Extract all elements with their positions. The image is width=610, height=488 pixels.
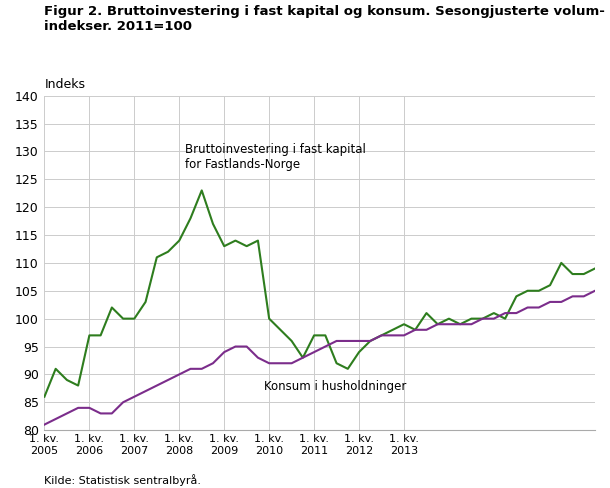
Text: Kilde: Statistisk sentralbyrå.: Kilde: Statistisk sentralbyrå. [45,474,201,486]
Text: Indeks: Indeks [45,78,85,91]
Text: Bruttoinvestering i fast kapital
for Fastlands-Norge: Bruttoinvestering i fast kapital for Fas… [185,143,366,171]
Text: Konsum i husholdninger: Konsum i husholdninger [264,380,406,393]
Text: Figur 2. Bruttoinvestering i fast kapital og konsum. Sesongjusterte volum-
indek: Figur 2. Bruttoinvestering i fast kapita… [45,5,605,33]
